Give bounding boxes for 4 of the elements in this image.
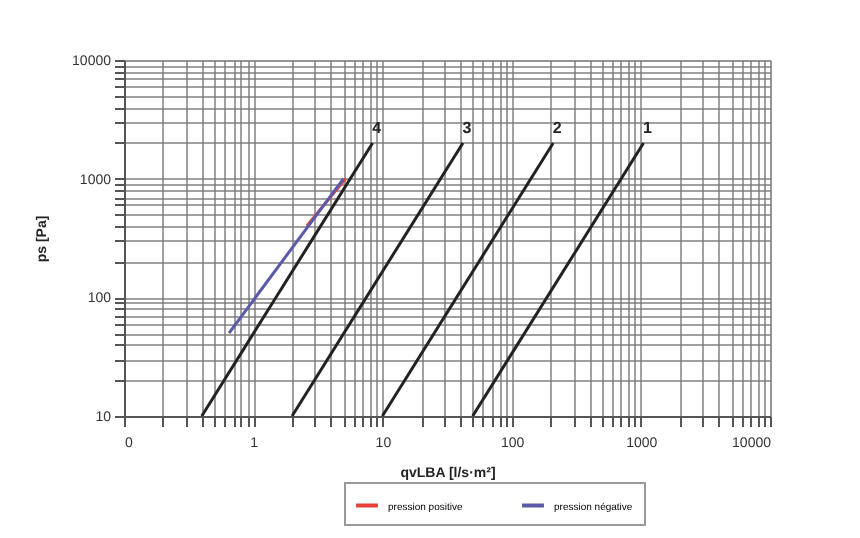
annotation: 2 <box>552 118 563 137</box>
annotation: 3 <box>462 118 473 137</box>
annotation: 4 <box>372 118 383 137</box>
annotation: 1 <box>643 118 654 137</box>
